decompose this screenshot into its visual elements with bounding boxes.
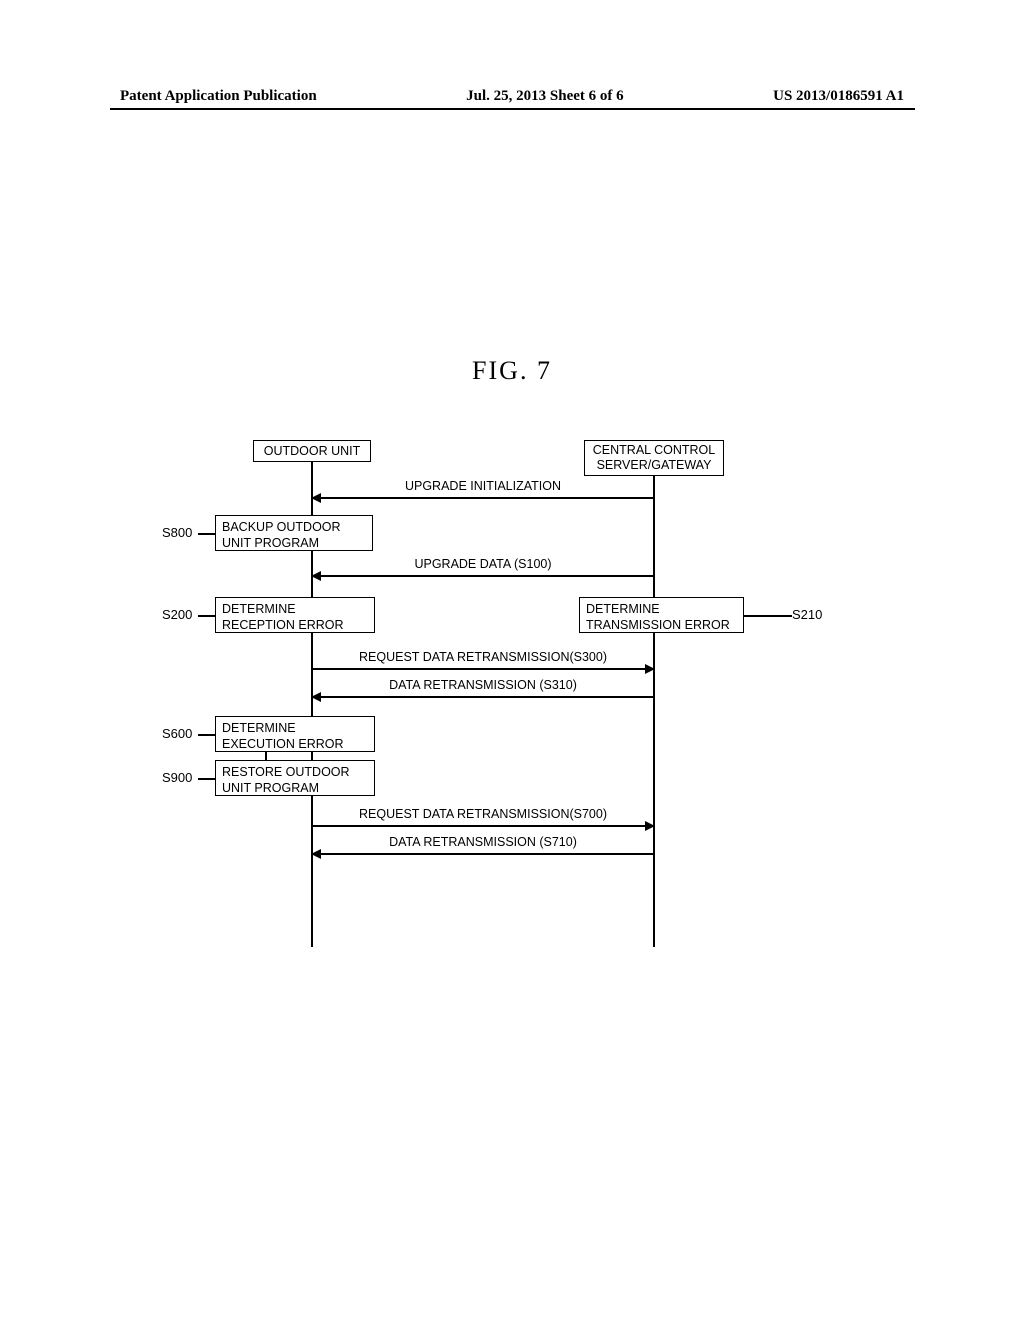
self-activity-right: DETERMINE TRANSMISSION ERROR [579, 597, 744, 633]
arrow-head-icon [311, 692, 321, 702]
arrow-head-icon [311, 493, 321, 503]
message-label: DATA RETRANSMISSION (S710) [312, 835, 654, 849]
self-activity-left: BACKUP OUTDOOR UNIT PROGRAM [215, 515, 373, 551]
step-label: S200 [162, 607, 192, 622]
stack-connector [265, 752, 267, 760]
header-right: US 2013/0186591 A1 [773, 88, 904, 105]
figure-title: FIG. 7 [0, 356, 1024, 386]
participant-outdoor-unit: OUTDOOR UNIT [253, 440, 371, 462]
self-activity-left: RESTORE OUTDOOR UNIT PROGRAM [215, 760, 375, 796]
message-label: REQUEST DATA RETRANSMISSION(S700) [312, 807, 654, 821]
header-left: Patent Application Publication [120, 88, 317, 105]
header-center: Jul. 25, 2013 Sheet 6 of 6 [466, 88, 624, 105]
arrow-head-icon [311, 849, 321, 859]
step-label: S600 [162, 726, 192, 741]
page-header: Patent Application Publication Jul. 25, … [0, 88, 1024, 105]
message-line [312, 825, 654, 827]
header-rule [110, 108, 915, 110]
step-connector [744, 615, 792, 617]
arrow-head-icon [645, 664, 655, 674]
message-label: UPGRADE DATA (S100) [312, 557, 654, 571]
participant-central-control: CENTRAL CONTROL SERVER/GATEWAY [584, 440, 724, 476]
message-line [312, 575, 654, 577]
message-line [312, 696, 654, 698]
step-label: S900 [162, 770, 192, 785]
arrow-head-icon [645, 821, 655, 831]
message-line [312, 668, 654, 670]
step-connector [198, 533, 215, 535]
arrow-head-icon [311, 571, 321, 581]
step-connector [198, 615, 215, 617]
self-activity-left: DETERMINE EXECUTION ERROR [215, 716, 375, 752]
step-connector [198, 734, 215, 736]
message-line [312, 853, 654, 855]
step-connector [198, 778, 215, 780]
message-label: REQUEST DATA RETRANSMISSION(S300) [312, 650, 654, 664]
message-label: DATA RETRANSMISSION (S310) [312, 678, 654, 692]
sequence-diagram: OUTDOOR UNIT CENTRAL CONTROL SERVER/GATEW… [0, 440, 1024, 970]
message-line [312, 497, 654, 499]
step-label: S800 [162, 525, 192, 540]
lifeline-right [653, 476, 655, 947]
message-label: UPGRADE INITIALIZATION [312, 479, 654, 493]
step-label: S210 [792, 607, 822, 622]
self-activity-left: DETERMINE RECEPTION ERROR [215, 597, 375, 633]
